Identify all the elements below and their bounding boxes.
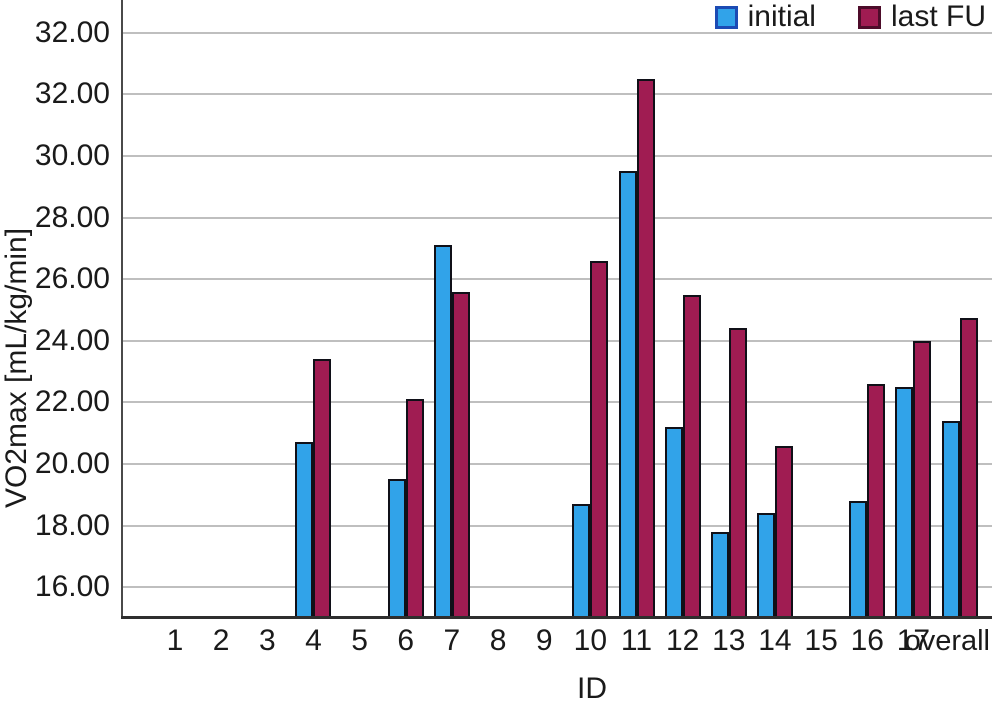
bar-last-fu-12	[682, 294, 701, 618]
x-tick-label-6: 6	[397, 624, 415, 657]
x-tick-label-16: 16	[850, 624, 884, 657]
bar-initial-11	[618, 171, 637, 618]
legend-label-last-fu: last FU	[890, 0, 986, 33]
bar-initial-17	[895, 387, 914, 618]
y-tick-label: 22.00	[34, 385, 110, 419]
x-tick-label-14: 14	[758, 624, 792, 657]
y-tick-label: 26.00	[34, 262, 110, 296]
bar-last-fu-16	[867, 383, 886, 618]
bar-initial-6	[387, 479, 406, 618]
y-tick-label: 18.00	[34, 508, 110, 542]
gridline	[122, 586, 992, 589]
x-tick-label-8: 8	[489, 624, 507, 657]
y-axis-line	[121, 0, 123, 619]
y-tick-label: 28.00	[34, 200, 110, 234]
legend-item-last-fu: last FU	[857, 0, 986, 33]
gridline	[122, 339, 992, 342]
bar-initial-4	[295, 442, 314, 618]
y-tick-label: 16.00	[34, 570, 110, 604]
bar-initial-16	[849, 500, 868, 618]
gridline	[122, 463, 992, 465]
y-tick-label: 20.00	[34, 447, 110, 480]
gridline	[122, 93, 992, 96]
bar-initial-overall	[941, 420, 960, 618]
bar-last-fu-14	[774, 445, 793, 618]
bar-last-fu-10	[590, 260, 609, 618]
bar-initial-12	[664, 427, 683, 618]
x-tick-label-13: 13	[712, 624, 746, 657]
x-axis-title: ID	[577, 672, 607, 705]
y-tick-label: 32.00	[34, 77, 110, 111]
bar-initial-7	[433, 245, 452, 618]
x-tick-label-4: 4	[305, 624, 322, 657]
x-tick-label-5: 5	[351, 624, 368, 657]
x-axis-line	[121, 616, 992, 619]
gridline	[122, 155, 992, 157]
y-tick-label: 32.00	[34, 15, 110, 49]
x-tick-label-7: 7	[443, 624, 461, 657]
gridline	[122, 524, 992, 527]
bar-initial-14	[756, 513, 775, 618]
bar-initial-10	[572, 504, 591, 618]
gridline	[122, 278, 992, 281]
x-tick-label-11: 11	[620, 624, 653, 657]
legend: initial last FU	[714, 0, 986, 33]
y-tick-label: 30.00	[34, 139, 110, 172]
bar-last-fu-11	[636, 79, 655, 618]
bar-last-fu-7	[451, 291, 470, 618]
x-tick-label-1: 1	[166, 624, 184, 657]
bar-last-fu-13	[728, 328, 747, 618]
bar-last-fu-4	[313, 359, 332, 618]
bar-last-fu-17	[913, 340, 932, 618]
x-tick-label-9: 9	[535, 624, 553, 657]
legend-swatch-last-fu-icon	[857, 5, 881, 29]
bar-last-fu-overall	[959, 317, 978, 618]
x-tick-label-3: 3	[258, 624, 276, 657]
bar-last-fu-6	[405, 399, 424, 618]
x-tick-label-15: 15	[804, 624, 838, 657]
legend-swatch-initial-icon	[714, 5, 738, 29]
x-tick-label-12: 12	[665, 624, 700, 657]
legend-item-initial: initial	[714, 0, 816, 33]
x-tick-label-10: 10	[573, 624, 608, 657]
x-tick-label-17: 17	[896, 624, 931, 657]
gridline	[122, 31, 992, 34]
gridline	[122, 401, 992, 404]
legend-label-initial: initial	[747, 0, 816, 33]
y-tick-label: 24.00	[34, 323, 110, 357]
gridline	[122, 216, 992, 219]
x-tick-label-overall: overall	[904, 625, 990, 657]
bar-initial-13	[710, 531, 729, 618]
x-tick-label-2: 2	[212, 624, 230, 657]
